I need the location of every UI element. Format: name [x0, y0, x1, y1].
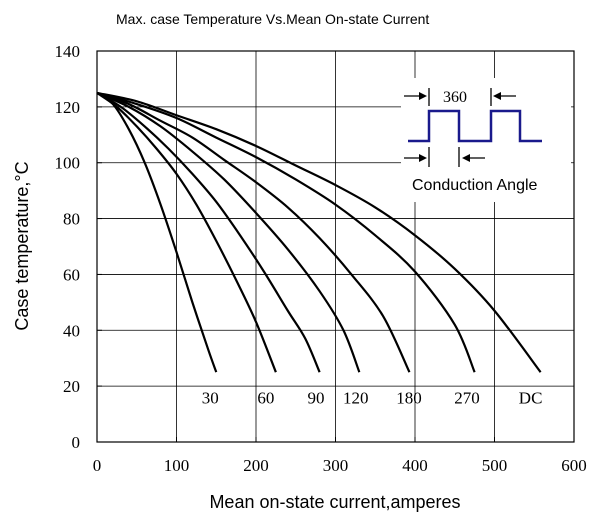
curve-60	[96, 91, 277, 373]
curve-label-180: 180	[396, 388, 422, 407]
inset-angle-label: Conduction Angle	[412, 177, 538, 194]
x-tick-label: 300	[323, 456, 349, 475]
curve-label-270: 270	[454, 388, 480, 407]
x-tick-label: 100	[164, 456, 190, 475]
x-tick-label: 0	[93, 456, 102, 475]
curve-label-30: 30	[202, 388, 219, 407]
curve-180	[96, 91, 411, 373]
x-tick-label: 600	[561, 456, 587, 475]
curve-label-60: 60	[257, 388, 274, 407]
y-tick-label: 40	[63, 321, 80, 340]
y-tick-label: 0	[72, 433, 81, 452]
inset-period-arrowhead-left	[419, 92, 427, 100]
x-axis-ticks: 0 100 200 300 400 500 600	[93, 437, 587, 475]
curve-270	[96, 91, 476, 373]
y-tick-label: 60	[63, 265, 80, 284]
inset-waveform	[408, 109, 542, 143]
conduction-angle-inset: 360 Conduction Angle	[401, 78, 571, 202]
y-tick-label: 20	[63, 377, 80, 396]
x-tick-label: 500	[482, 456, 508, 475]
curve-label-120: 120	[343, 388, 369, 407]
curve-dc	[96, 91, 542, 373]
x-axis-label: Mean on-state current,amperes	[209, 492, 460, 512]
x-tick-label: 200	[243, 456, 269, 475]
x-tick-label: 400	[402, 456, 428, 475]
y-tick-label: 80	[63, 210, 80, 229]
curve-label-90: 90	[307, 388, 324, 407]
curve-labels: 30 60 90 120 180 270 DC	[202, 388, 543, 407]
inset-angle-arrowhead-right	[462, 154, 470, 162]
curve-30	[96, 91, 218, 373]
curve-label-dc: DC	[519, 388, 543, 407]
curve-90	[96, 91, 321, 373]
y-tick-label: 120	[55, 98, 81, 117]
y-tick-label: 140	[55, 42, 81, 61]
y-axis-label: Case temperature,°C	[12, 161, 32, 330]
curves	[96, 91, 542, 373]
y-tick-label: 100	[55, 154, 81, 173]
y-axis-ticks: 0 20 40 60 80 100 120 140	[55, 42, 102, 452]
inset-angle-arrowhead-left	[419, 154, 427, 162]
chart-title: Max. case Temperature Vs.Mean On-state C…	[116, 11, 429, 27]
inset-period-label: 360	[443, 89, 467, 106]
inset-period-arrowhead-right	[493, 92, 501, 100]
curve-120	[96, 91, 361, 373]
